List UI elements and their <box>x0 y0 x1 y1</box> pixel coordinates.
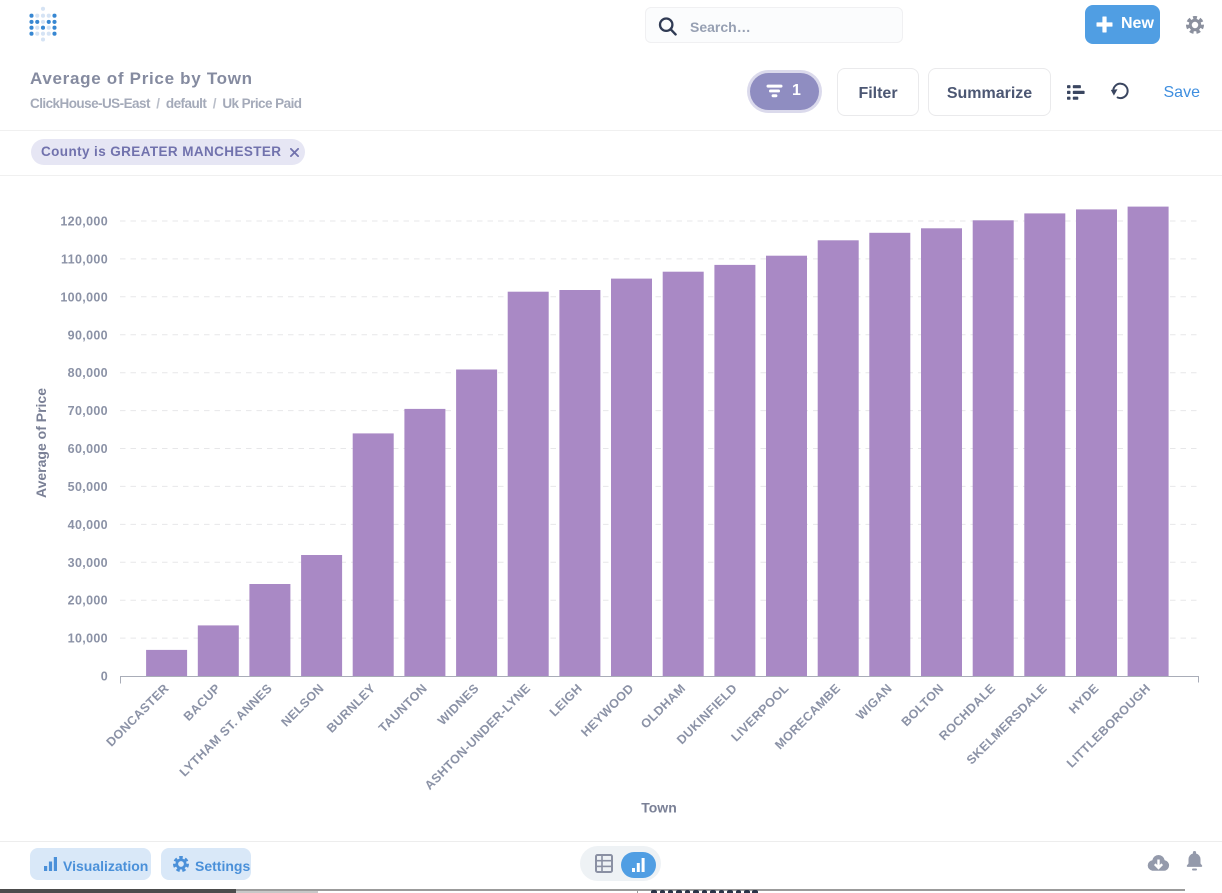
svg-text:90,000: 90,000 <box>68 328 108 342</box>
svg-text:20,000: 20,000 <box>68 594 108 608</box>
svg-text:HEYWOOD: HEYWOOD <box>578 681 636 739</box>
svg-text:110,000: 110,000 <box>61 252 108 266</box>
svg-text:NELSON: NELSON <box>279 681 327 729</box>
svg-text:OLDHAM: OLDHAM <box>638 681 688 731</box>
svg-text:LYTHAM ST. ANNES: LYTHAM ST. ANNES <box>177 681 275 779</box>
svg-text:0: 0 <box>101 670 108 684</box>
svg-text:WIGAN: WIGAN <box>853 681 895 723</box>
svg-text:30,000: 30,000 <box>68 556 108 570</box>
svg-text:70,000: 70,000 <box>68 404 108 418</box>
svg-text:TAUNTON: TAUNTON <box>376 681 430 735</box>
svg-text:Average of Price: Average of Price <box>33 388 49 498</box>
svg-text:10,000: 10,000 <box>68 632 108 646</box>
svg-text:WIDNES: WIDNES <box>435 681 482 728</box>
svg-text:LEIGH: LEIGH <box>547 681 585 719</box>
svg-text:50,000: 50,000 <box>68 480 108 494</box>
svg-text:BACUP: BACUP <box>181 681 224 724</box>
svg-text:BOLTON: BOLTON <box>899 681 947 729</box>
svg-text:60,000: 60,000 <box>68 442 108 456</box>
svg-text:120,000: 120,000 <box>60 215 108 229</box>
svg-text:BURNLEY: BURNLEY <box>324 681 379 736</box>
svg-text:Town: Town <box>641 800 677 816</box>
svg-text:DONCASTER: DONCASTER <box>104 681 172 749</box>
svg-text:100,000: 100,000 <box>60 290 108 304</box>
svg-text:HYDE: HYDE <box>1066 681 1101 716</box>
svg-text:80,000: 80,000 <box>68 366 108 380</box>
svg-text:ASHTON-UNDER-LYNE: ASHTON-UNDER-LYNE <box>422 681 533 792</box>
svg-text:40,000: 40,000 <box>68 518 108 532</box>
